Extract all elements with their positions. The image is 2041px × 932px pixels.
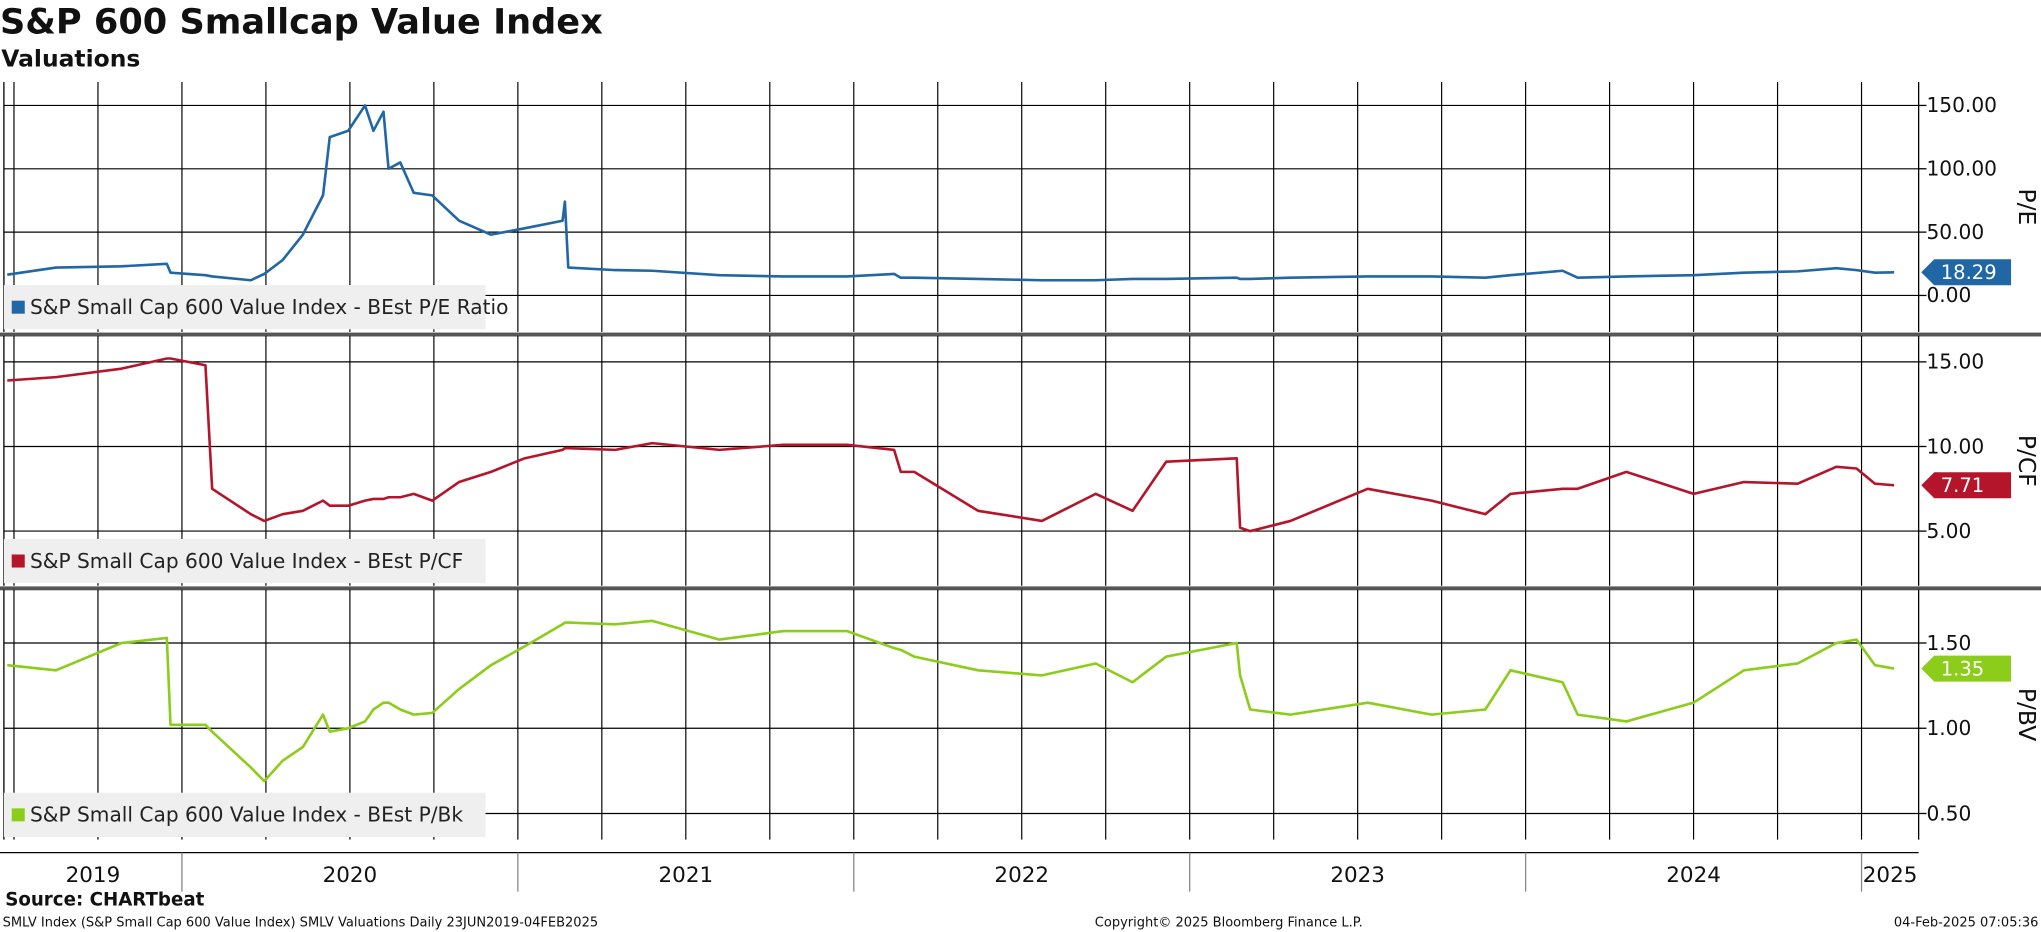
- y-tick-label: 150.00: [1926, 93, 1997, 117]
- series-line: [7, 357, 1895, 533]
- last-value-label: 1.35: [1941, 657, 1984, 680]
- footer-center: Copyright© 2025 Bloomberg Finance L.P.: [1095, 915, 1363, 930]
- y-axis-title: P/E: [2013, 189, 2041, 226]
- footer-left: SMLV Index (S&P Small Cap 600 Value Inde…: [3, 915, 599, 930]
- y-tick-label: 5.00: [1926, 519, 1971, 543]
- legend-label: S&P Small Cap 600 Value Index - BEst P/E…: [30, 295, 509, 319]
- y-tick-label: 1.50: [1926, 631, 1971, 655]
- legend-swatch: [11, 300, 25, 314]
- last-value-label: 7.71: [1941, 474, 1984, 497]
- legend-swatch: [11, 554, 25, 568]
- x-tick-label: 2023: [1330, 863, 1385, 888]
- chart-title: S&P 600 Smallcap Value Index: [0, 1, 603, 42]
- panel-separator: [0, 586, 2041, 591]
- legend-box: [3, 792, 486, 837]
- x-tick-label: 2020: [323, 863, 378, 888]
- y-tick-label: 100.00: [1926, 157, 1997, 181]
- footer-right: 04-Feb-2025 07:05:36: [1894, 915, 2039, 930]
- chart-subtitle: Valuations: [1, 44, 140, 72]
- series-line: [7, 619, 1895, 783]
- x-tick-label: 2021: [659, 863, 714, 888]
- y-tick-label: 10.00: [1926, 434, 1984, 458]
- series-line: [7, 104, 1895, 282]
- last-value-tag: [1921, 472, 2012, 499]
- legend-box: [3, 538, 486, 584]
- last-value-label: 18.29: [1941, 261, 1997, 284]
- y-tick-label: 1.00: [1926, 716, 1971, 740]
- last-value-tag: [1921, 259, 2012, 286]
- x-tick-label: 2024: [1666, 863, 1721, 888]
- x-tick-label: 2025: [1863, 863, 1918, 888]
- y-axis-title: P/CF: [2013, 435, 2041, 487]
- y-axis-title: P/BV: [2013, 688, 2041, 741]
- y-tick-label: 0.50: [1926, 801, 1971, 825]
- y-tick-label: 15.00: [1926, 350, 1984, 374]
- legend-swatch: [11, 808, 25, 822]
- legend-label: S&P Small Cap 600 Value Index - BEst P/B…: [30, 803, 463, 827]
- x-tick-label: 2022: [994, 863, 1049, 888]
- panel-separator: [0, 332, 2041, 337]
- x-tick-label: 2019: [66, 863, 121, 888]
- legend-label: S&P Small Cap 600 Value Index - BEst P/C…: [30, 549, 463, 573]
- source: Source: CHARTbeat: [5, 890, 204, 911]
- last-value-tag: [1921, 655, 2012, 682]
- y-tick-label: 0.00: [1926, 283, 1971, 307]
- legend-box: [3, 285, 486, 330]
- y-tick-label: 50.00: [1926, 220, 1984, 244]
